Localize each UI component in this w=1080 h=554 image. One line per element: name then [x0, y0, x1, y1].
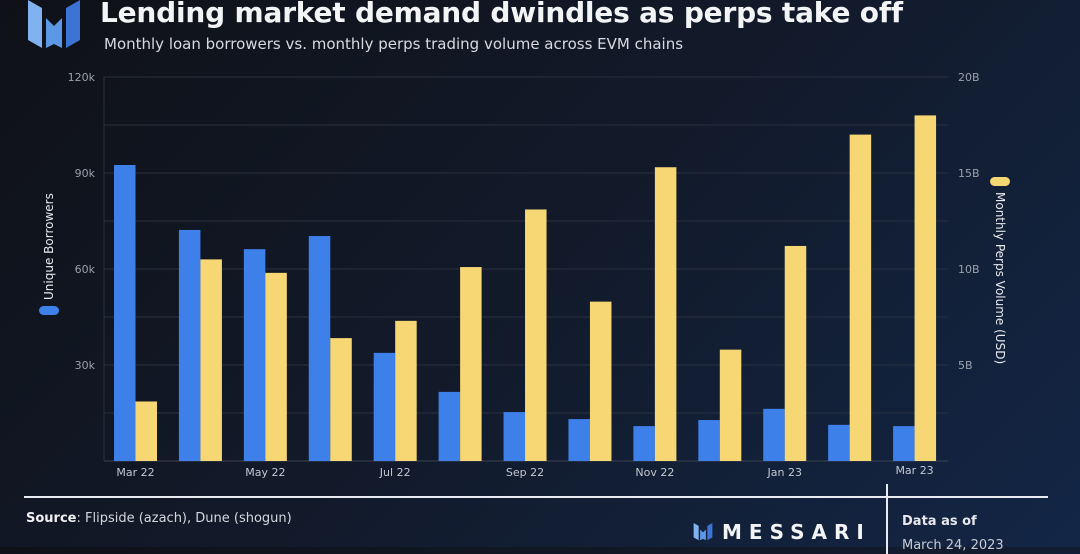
bar-perps-jul-22	[395, 320, 417, 461]
bar-borrowers-dec-22	[698, 420, 720, 461]
data-as-of-label: Data as of	[902, 514, 977, 529]
left-tick-label: 120k	[68, 71, 96, 84]
bar-perps-sep-22	[525, 209, 547, 461]
right-axis-ticks: 5B 10B 15B 20B	[958, 71, 980, 372]
legend-swatch-borrowers	[39, 306, 59, 315]
right-tick-label: 5B	[958, 359, 973, 372]
bar-perps-mar-23	[914, 115, 937, 462]
bar-perps-jan-23	[784, 245, 807, 461]
bar-borrowers-sep-22	[503, 412, 526, 461]
x-tick-label: Mar 23	[895, 464, 933, 477]
right-axis-title: Monthly Perps Volume (USD)	[993, 192, 1007, 364]
source-label: Source	[26, 511, 77, 526]
right-tick-label: 20B	[958, 71, 980, 84]
bar-borrowers-oct-22	[568, 419, 590, 461]
bar-borrowers-jul-22	[373, 352, 396, 461]
x-tick-label: Mar 22	[116, 466, 154, 479]
bar-perps-jun-22	[330, 338, 352, 461]
left-tick-label: 90k	[75, 167, 96, 180]
legend-swatch-perps	[990, 177, 1010, 186]
x-axis-ticks: Mar 22 May 22 Jul 22 Sep 22 Nov 22 Jan 23 Mar …	[116, 464, 933, 479]
bar-borrowers-jun-22	[308, 236, 331, 461]
left-tick-label: 60k	[75, 263, 96, 276]
right-tick-label: 15B	[958, 167, 980, 180]
brand-wordmark: MESSARI	[722, 520, 871, 544]
x-tick-label: May 22	[245, 466, 285, 479]
bar-perps-apr-22	[200, 259, 222, 461]
left-axis-legend: Unique Borrowers	[39, 193, 59, 315]
messari-brand: MESSARI	[692, 520, 871, 544]
data-as-of-date: March 24, 2023	[902, 538, 1004, 553]
chart-title: Lending market demand dwindles as perps …	[100, 0, 903, 29]
source-text: : Flipside (azach), Dune (shogun)	[76, 511, 292, 526]
bar-perps-aug-22	[460, 267, 482, 461]
x-tick-label: Jul 22	[379, 466, 411, 479]
bar-borrowers-nov-22	[633, 426, 655, 461]
messari-logo-icon	[28, 0, 80, 48]
right-axis-legend: Monthly Perps Volume (USD)	[990, 177, 1010, 364]
footer-vertical-divider	[886, 484, 888, 554]
x-tick-label: Sep 22	[506, 466, 544, 479]
bar-borrowers-may-22	[243, 249, 266, 461]
left-axis-ticks: 30k 60k 90k 120k	[68, 71, 96, 372]
bar-perps-feb-23	[849, 134, 872, 461]
messari-brand-icon	[693, 523, 713, 541]
footer-divider	[24, 496, 1048, 498]
left-axis-title: Unique Borrowers	[42, 193, 56, 300]
bar-chart: 30k 60k 90k 120k 5B 10B 15B 20B Mar 22 May 22 Ju…	[39, 71, 1010, 479]
bar-borrowers-mar-22	[114, 165, 136, 461]
bar-borrowers-mar-23	[893, 426, 915, 461]
bars	[114, 115, 937, 462]
x-tick-label: Jan 23	[767, 466, 802, 479]
x-tick-label: Nov 22	[635, 466, 674, 479]
bar-perps-oct-22	[589, 301, 612, 461]
source-note: Source: Flipside (azach), Dune (shogun)	[26, 511, 292, 526]
bar-perps-nov-22	[654, 167, 677, 462]
bar-borrowers-feb-23	[828, 424, 850, 461]
bar-perps-may-22	[265, 272, 287, 461]
bar-borrowers-jan-23	[763, 408, 785, 461]
bar-perps-dec-22	[719, 349, 742, 461]
left-tick-label: 30k	[75, 359, 96, 372]
bar-borrowers-aug-22	[438, 391, 461, 461]
bar-borrowers-apr-22	[178, 229, 201, 461]
right-tick-label: 10B	[958, 263, 980, 276]
bar-perps-mar-22	[135, 401, 157, 461]
chart-subtitle: Monthly loan borrowers vs. monthly perps…	[104, 35, 684, 53]
